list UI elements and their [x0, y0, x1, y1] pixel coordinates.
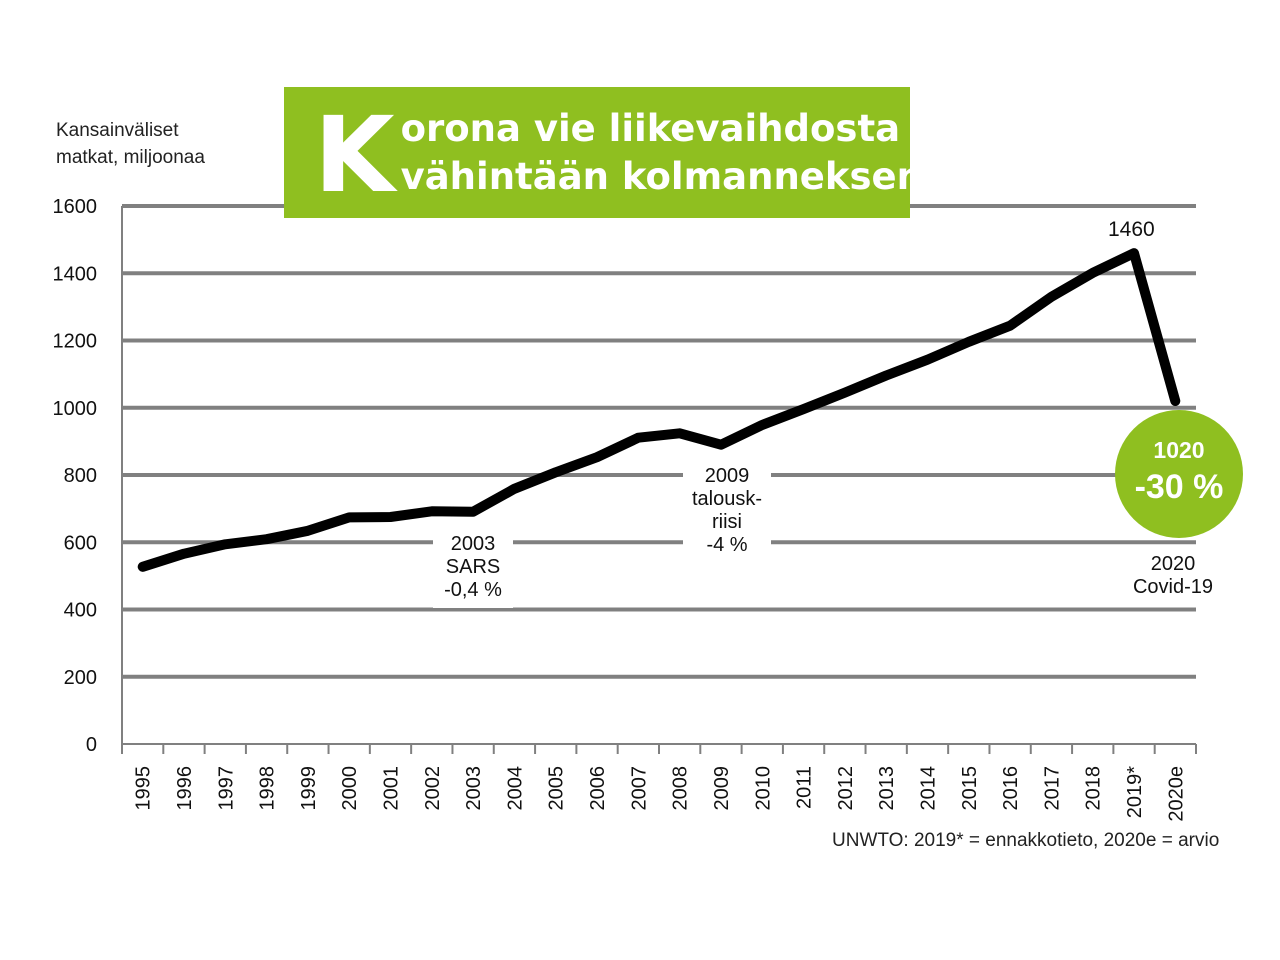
sars-year: 2003	[450, 533, 496, 555]
covid-annotation: 2020 Covid-19	[1118, 553, 1228, 599]
crisis-label-1: talousk-	[691, 488, 763, 510]
data-point	[593, 453, 602, 462]
data-point	[427, 507, 436, 516]
data-point	[964, 337, 973, 346]
y-tick-label: 400	[64, 600, 97, 622]
y-axis-label: Kansainväliset matkat, miljoonaa	[56, 117, 205, 171]
x-tick-label: 2003	[463, 766, 485, 811]
x-tick-label: 2014	[918, 766, 940, 811]
data-point	[882, 371, 891, 380]
data-point	[1130, 249, 1139, 258]
series-line	[137, 248, 1181, 572]
x-tick-label: 2002	[422, 766, 444, 811]
sars-annotation: 2003 SARS -0,4 %	[433, 531, 513, 608]
data-point	[386, 513, 395, 522]
data-point	[716, 440, 725, 449]
y-tick-label: 0	[86, 734, 97, 756]
data-point	[1047, 292, 1056, 301]
title-line-2: vähintään kolmanneksen.	[400, 154, 938, 198]
x-tick-label: 1999	[298, 766, 320, 811]
data-point	[138, 562, 147, 571]
data-point	[221, 540, 230, 549]
x-tick-label: 2009	[711, 766, 733, 811]
data-point	[551, 468, 560, 477]
sars-change: -0,4 %	[444, 579, 502, 601]
x-tick-label: 2011	[794, 766, 816, 809]
data-point	[1171, 397, 1180, 406]
y-tick-label: 600	[64, 532, 97, 554]
y-tick-label: 800	[64, 465, 97, 487]
data-point	[758, 420, 767, 429]
x-tick-label: 2018	[1083, 766, 1105, 811]
data-point	[262, 535, 271, 544]
data-point	[923, 355, 932, 364]
x-tick-label: 2007	[628, 766, 650, 811]
data-point	[345, 513, 354, 522]
x-tick-label: 2010	[752, 766, 774, 811]
crisis-change: -4 %	[706, 534, 748, 556]
data-point	[675, 429, 684, 438]
title-line-1: orona vie liikevaihdosta	[400, 106, 901, 150]
x-tick-label: 2005	[546, 766, 568, 811]
title-banner: K orona vie liikevaihdosta vähintään kol…	[284, 87, 937, 218]
peak-label: 1460	[1108, 218, 1155, 241]
data-point	[303, 526, 312, 535]
x-tick-label: 2000	[339, 766, 361, 811]
y-tick-label: 1000	[53, 398, 98, 420]
x-tick-label: 1995	[133, 766, 155, 811]
y-axis-label-line-2: matkat, miljoonaa	[56, 147, 205, 168]
x-tick-label: 1997	[215, 766, 237, 811]
y-tick-label: 1400	[53, 263, 98, 285]
x-tick-label: 2001	[381, 766, 403, 811]
y-tick-label: 1200	[53, 331, 98, 353]
x-tick-label: 2012	[835, 766, 857, 811]
bubble-percent: -30 %	[1134, 468, 1224, 506]
x-tick-label: 2017	[1041, 766, 1063, 811]
data-point	[799, 405, 808, 414]
data-point	[1088, 268, 1097, 277]
crisis-label-2: riisi	[712, 511, 742, 533]
title-text: orona vie liikevaihdosta vähintään kolma…	[401, 105, 937, 201]
bubble-value: 1020	[1153, 437, 1205, 463]
x-tick-label: 2004	[504, 766, 526, 811]
x-tick-label: 2019*	[1124, 766, 1146, 818]
crisis-year: 2009	[704, 465, 750, 487]
covid-year: 2020	[1150, 553, 1196, 575]
data-point	[510, 484, 519, 493]
sars-label: SARS	[445, 556, 501, 578]
title-initial: K	[314, 93, 395, 216]
data-point	[1006, 321, 1015, 330]
x-tick-label: 2013	[876, 766, 898, 811]
x-tick-label: 2006	[587, 766, 609, 811]
source-note: UNWTO: 2019* = ennakkotieto, 2020e = arv…	[832, 830, 1220, 851]
covid-drop-bubble: 1020 -30 %	[1115, 410, 1243, 538]
y-tick-label: 1600	[53, 196, 98, 218]
x-tick-label: 2008	[670, 766, 692, 811]
x-tick-label: 2020e	[1165, 766, 1187, 822]
data-point	[469, 507, 478, 516]
x-tick-label: 2016	[1000, 766, 1022, 811]
covid-label: Covid-19	[1132, 576, 1214, 598]
data-point	[179, 549, 188, 558]
x-tick-label: 1998	[257, 766, 279, 811]
y-tick-label: 200	[64, 667, 97, 689]
x-tick-label: 1996	[174, 766, 196, 811]
y-axis-label-line-1: Kansainväliset	[56, 120, 179, 141]
data-point	[840, 388, 849, 397]
x-tick-label: 2015	[959, 766, 981, 811]
crisis-annotation: 2009 talousk- riisi -4 %	[683, 463, 771, 561]
data-point	[634, 433, 643, 442]
